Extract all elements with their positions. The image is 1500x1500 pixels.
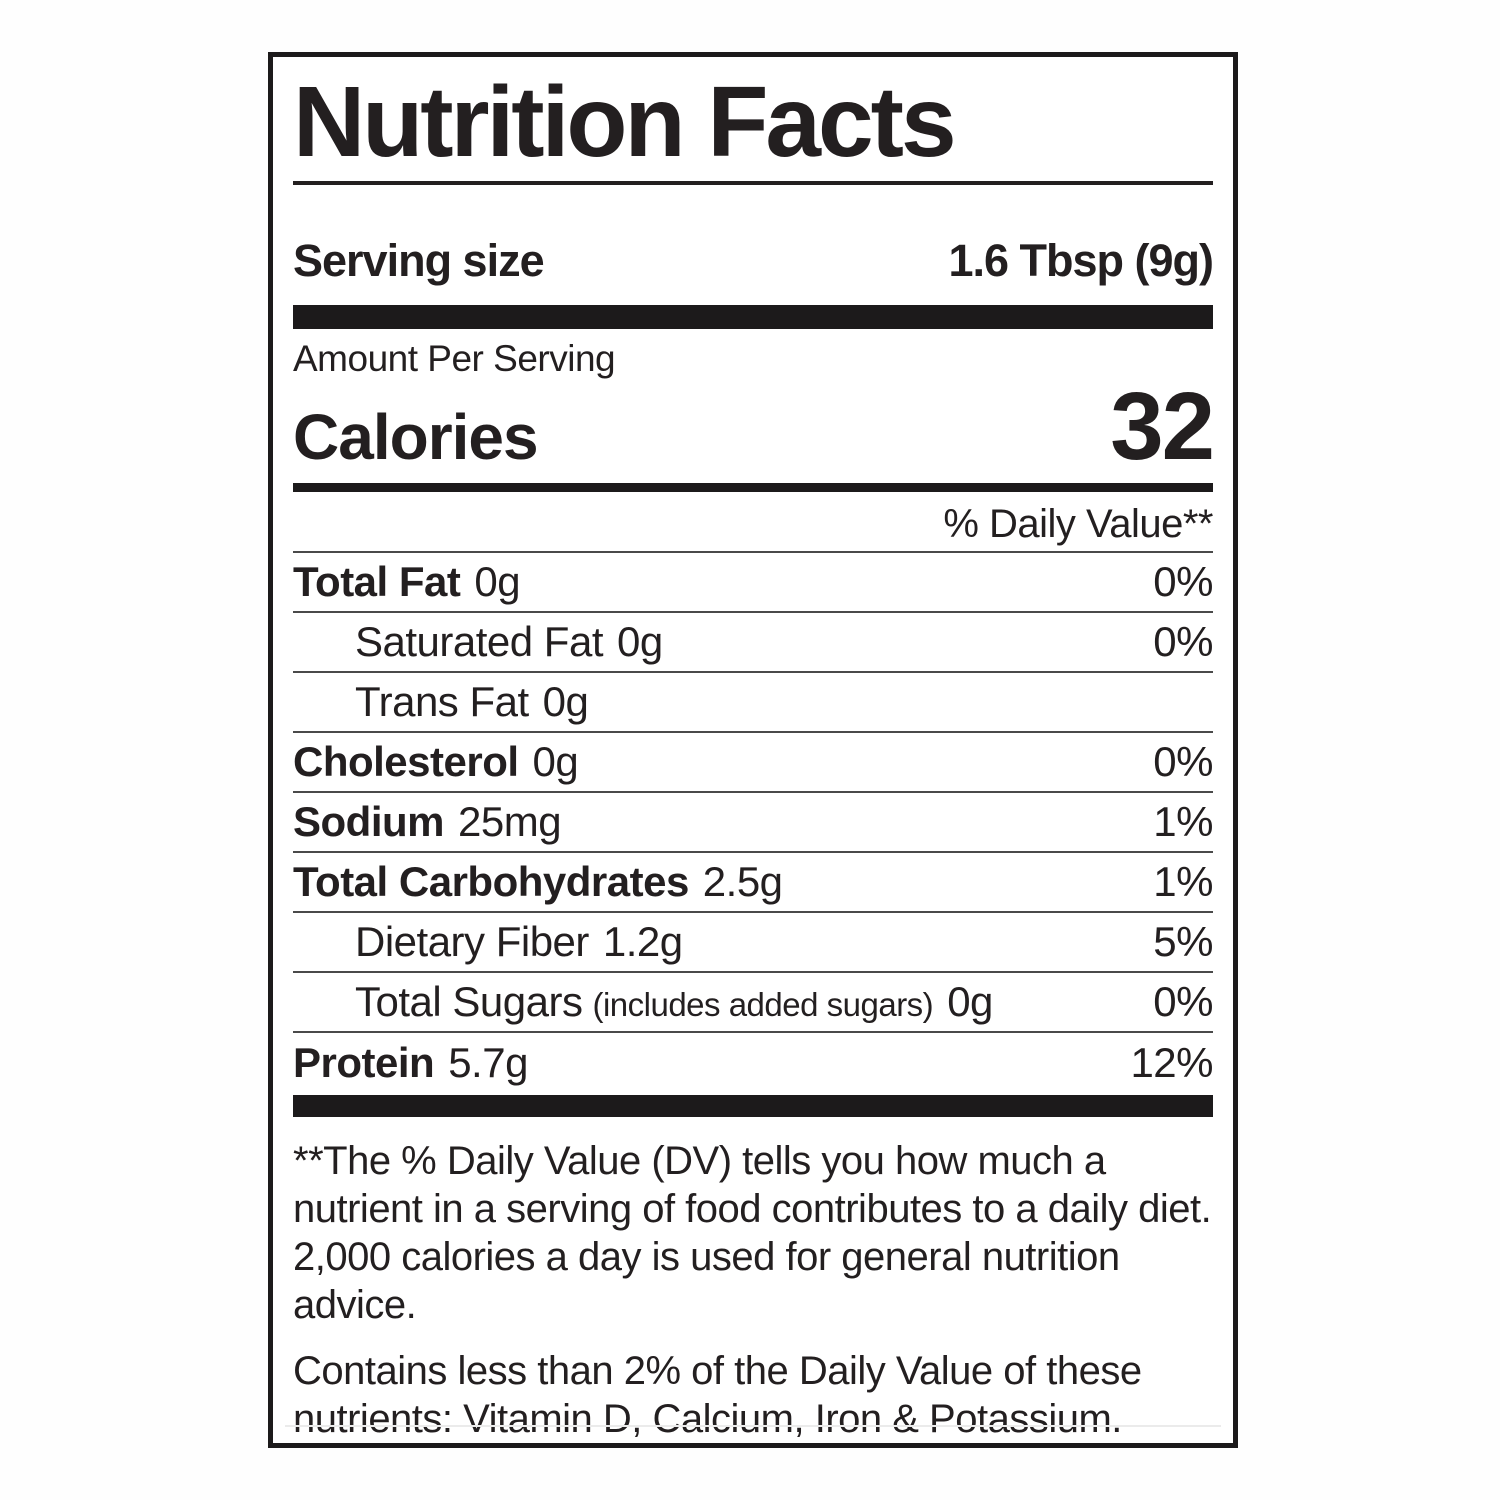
nutrient-name: Sodium xyxy=(293,798,445,845)
nutrient-daily-value: 0% xyxy=(1153,978,1213,1025)
nutrition-facts-label: Nutrition Facts Serving size 1.6 Tbsp (9… xyxy=(268,52,1238,1448)
daily-value-footnote: **The % Daily Value (DV) tells you how m… xyxy=(293,1139,1212,1327)
row-protein: Protein 5.7g 12% xyxy=(293,1033,1213,1093)
separator-bar-thick-bottom xyxy=(293,1095,1213,1117)
serving-size-row: Serving size 1.6 Tbsp (9g) xyxy=(293,235,1214,287)
serving-size-label: Serving size xyxy=(293,235,545,286)
nutrient-name: Dietary Fiber xyxy=(355,918,589,965)
separator-bar-thick-top xyxy=(293,305,1213,329)
row-saturated-fat: Saturated Fat 0g 0% xyxy=(293,613,1213,673)
nutrient-amount: 2.5g xyxy=(702,858,783,905)
row-total-carbohydrates: Total Carbohydrates 2.5g 1% xyxy=(293,853,1213,913)
nutrient-name: Total Fat xyxy=(293,558,461,605)
nutrient-name-group: Total Fat 0g xyxy=(293,558,521,606)
nutrient-name-group: Sodium 25mg xyxy=(293,798,562,846)
nutrient-name: Protein xyxy=(293,1039,435,1086)
nutrient-amount: 0g xyxy=(474,558,521,605)
nutrient-daily-value: 0% xyxy=(1153,618,1213,665)
nutrient-name-group: Saturated Fat 0g xyxy=(293,618,663,666)
calories-label: Calories xyxy=(293,401,539,473)
nutrient-daily-value: 1% xyxy=(1153,798,1213,845)
nutrient-amount: 0g xyxy=(947,978,993,1025)
nutrient-daily-value: 12% xyxy=(1130,1039,1213,1086)
nutrient-daily-value: 5% xyxy=(1153,918,1213,965)
row-trans-fat: Trans Fat 0g xyxy=(293,673,1213,733)
nutrient-name-group: Dietary Fiber 1.2g xyxy=(293,918,683,966)
nutrient-name: Cholesterol xyxy=(293,738,519,785)
nutrient-name-group: Cholesterol 0g xyxy=(293,738,579,786)
label-title: Nutrition Facts xyxy=(293,71,1213,185)
daily-value-header: % Daily Value** xyxy=(293,492,1214,553)
separator-bar-medium xyxy=(293,483,1213,492)
row-cholesterol: Cholesterol 0g 0% xyxy=(293,733,1213,793)
nutrient-daily-value: 1% xyxy=(1153,858,1213,905)
row-total-fat: Total Fat 0g 0% xyxy=(293,553,1213,613)
nutrient-name-group: Protein 5.7g xyxy=(293,1039,528,1087)
nutrient-name-group: Total Carbohydrates 2.5g xyxy=(293,858,783,906)
nutrient-name-group: Total Sugars (includes added sugars) 0g xyxy=(293,978,993,1026)
nutrient-daily-value: 0% xyxy=(1153,558,1213,605)
contains-footnote: Contains less than 2% of the Daily Value… xyxy=(293,1349,1142,1441)
nutrient-amount: 0g xyxy=(542,678,589,725)
nutrient-amount: 1.2g xyxy=(602,918,683,965)
calories-value: 32 xyxy=(1110,373,1215,480)
nutrient-name: Total Sugars xyxy=(355,978,583,1025)
nutrient-amount: 25mg xyxy=(458,798,562,845)
nutrient-amount: 0g xyxy=(616,618,663,665)
amount-per-serving-label: Amount Per Serving xyxy=(293,338,616,379)
nutrient-name-group: Trans Fat 0g xyxy=(293,678,589,726)
nutrient-name: Trans Fat xyxy=(355,678,529,725)
row-sodium: Sodium 25mg 1% xyxy=(293,793,1213,853)
nutrient-name: Total Carbohydrates xyxy=(293,858,689,905)
nutrient-name: Saturated Fat xyxy=(355,618,603,665)
serving-size-value: 1.6 Tbsp (9g) xyxy=(948,235,1214,286)
nutrient-name-note: (includes added sugars) xyxy=(592,986,934,1023)
faint-bottom-divider xyxy=(285,1425,1221,1427)
row-total-sugars: Total Sugars (includes added sugars) 0g … xyxy=(293,973,1213,1033)
row-dietary-fiber: Dietary Fiber 1.2g 5% xyxy=(293,913,1213,973)
nutrient-daily-value: 0% xyxy=(1153,738,1213,785)
nutrient-amount: 0g xyxy=(532,738,579,785)
nutrient-amount: 5.7g xyxy=(448,1039,528,1086)
calories-row: Calories 32 xyxy=(293,373,1215,480)
